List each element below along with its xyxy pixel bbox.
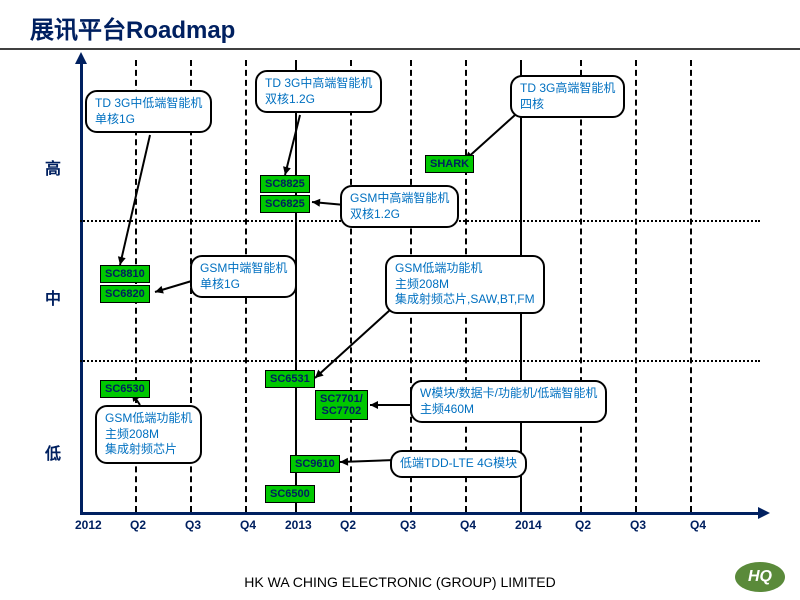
callout-c5: GSM中端智能机单核1G xyxy=(190,255,297,298)
grid-vline xyxy=(350,60,352,512)
x-label: Q3 xyxy=(400,518,416,532)
x-axis-arrow xyxy=(758,507,770,519)
x-label: Q4 xyxy=(240,518,256,532)
chip-sc6825: SC6825 xyxy=(260,195,310,213)
chip-sc6530: SC6530 xyxy=(100,380,150,398)
x-label: 2012 xyxy=(75,518,102,532)
x-label: Q3 xyxy=(630,518,646,532)
y-axis-arrow xyxy=(75,52,87,64)
callout-c1: TD 3G中低端智能机单核1G xyxy=(85,90,212,133)
x-label: 2013 xyxy=(285,518,312,532)
grid-vline xyxy=(580,60,582,512)
y-axis xyxy=(80,60,83,515)
chip-sc6820: SC6820 xyxy=(100,285,150,303)
callout-c9: GSM低端功能机主频208M集成射频芯片 xyxy=(95,405,202,464)
grid-vline xyxy=(690,60,692,512)
y-label: 中 xyxy=(45,285,61,309)
logo: HQ xyxy=(735,562,785,592)
chip-sc8810: SC8810 xyxy=(100,265,150,283)
callout-c4: GSM中高端智能机双核1.2G xyxy=(340,185,459,228)
y-label: 低 xyxy=(45,440,61,464)
x-label: Q2 xyxy=(340,518,356,532)
y-label: 高 xyxy=(45,155,61,179)
page-title: 展讯平台Roadmap xyxy=(30,10,235,45)
x-label: Q4 xyxy=(690,518,706,532)
callout-c2: TD 3G中高端智能机双核1.2G xyxy=(255,70,382,113)
x-axis xyxy=(80,512,760,515)
chip-sc6500: SC6500 xyxy=(265,485,315,503)
x-label: Q3 xyxy=(185,518,201,532)
chip-sc9610: SC9610 xyxy=(290,455,340,473)
grid-vline xyxy=(635,60,637,512)
chip-sc8825: SC8825 xyxy=(260,175,310,193)
chip-sc7701: SC7701/ SC7702 xyxy=(315,390,368,420)
tier-hline xyxy=(80,360,760,362)
x-label: Q4 xyxy=(460,518,476,532)
x-label: Q2 xyxy=(130,518,146,532)
x-label: Q2 xyxy=(575,518,591,532)
chip-sc6531: SC6531 xyxy=(265,370,315,388)
callout-c3: TD 3G高端智能机四核 xyxy=(510,75,625,118)
roadmap-chart: 高中低 2012 Q2 Q3 Q4 2013 Q2 Q3 Q4 2014 Q2 Q3 Q4 SC8810 S… xyxy=(40,60,760,530)
callout-c6: GSM低端功能机主频208M集成射频芯片,SAW,BT,FM xyxy=(385,255,545,314)
callout-c7: W模块/数据卡/功能机/低端智能机主频460M xyxy=(410,380,607,423)
x-label: 2014 xyxy=(515,518,542,532)
footer-text: HK WA CHING ELECTRONIC (GROUP) LIMITED xyxy=(0,574,800,590)
callout-c8: 低端TDD-LTE 4G模块 xyxy=(390,450,527,478)
title-underline xyxy=(0,48,800,50)
chip-shark: SHARK xyxy=(425,155,474,173)
